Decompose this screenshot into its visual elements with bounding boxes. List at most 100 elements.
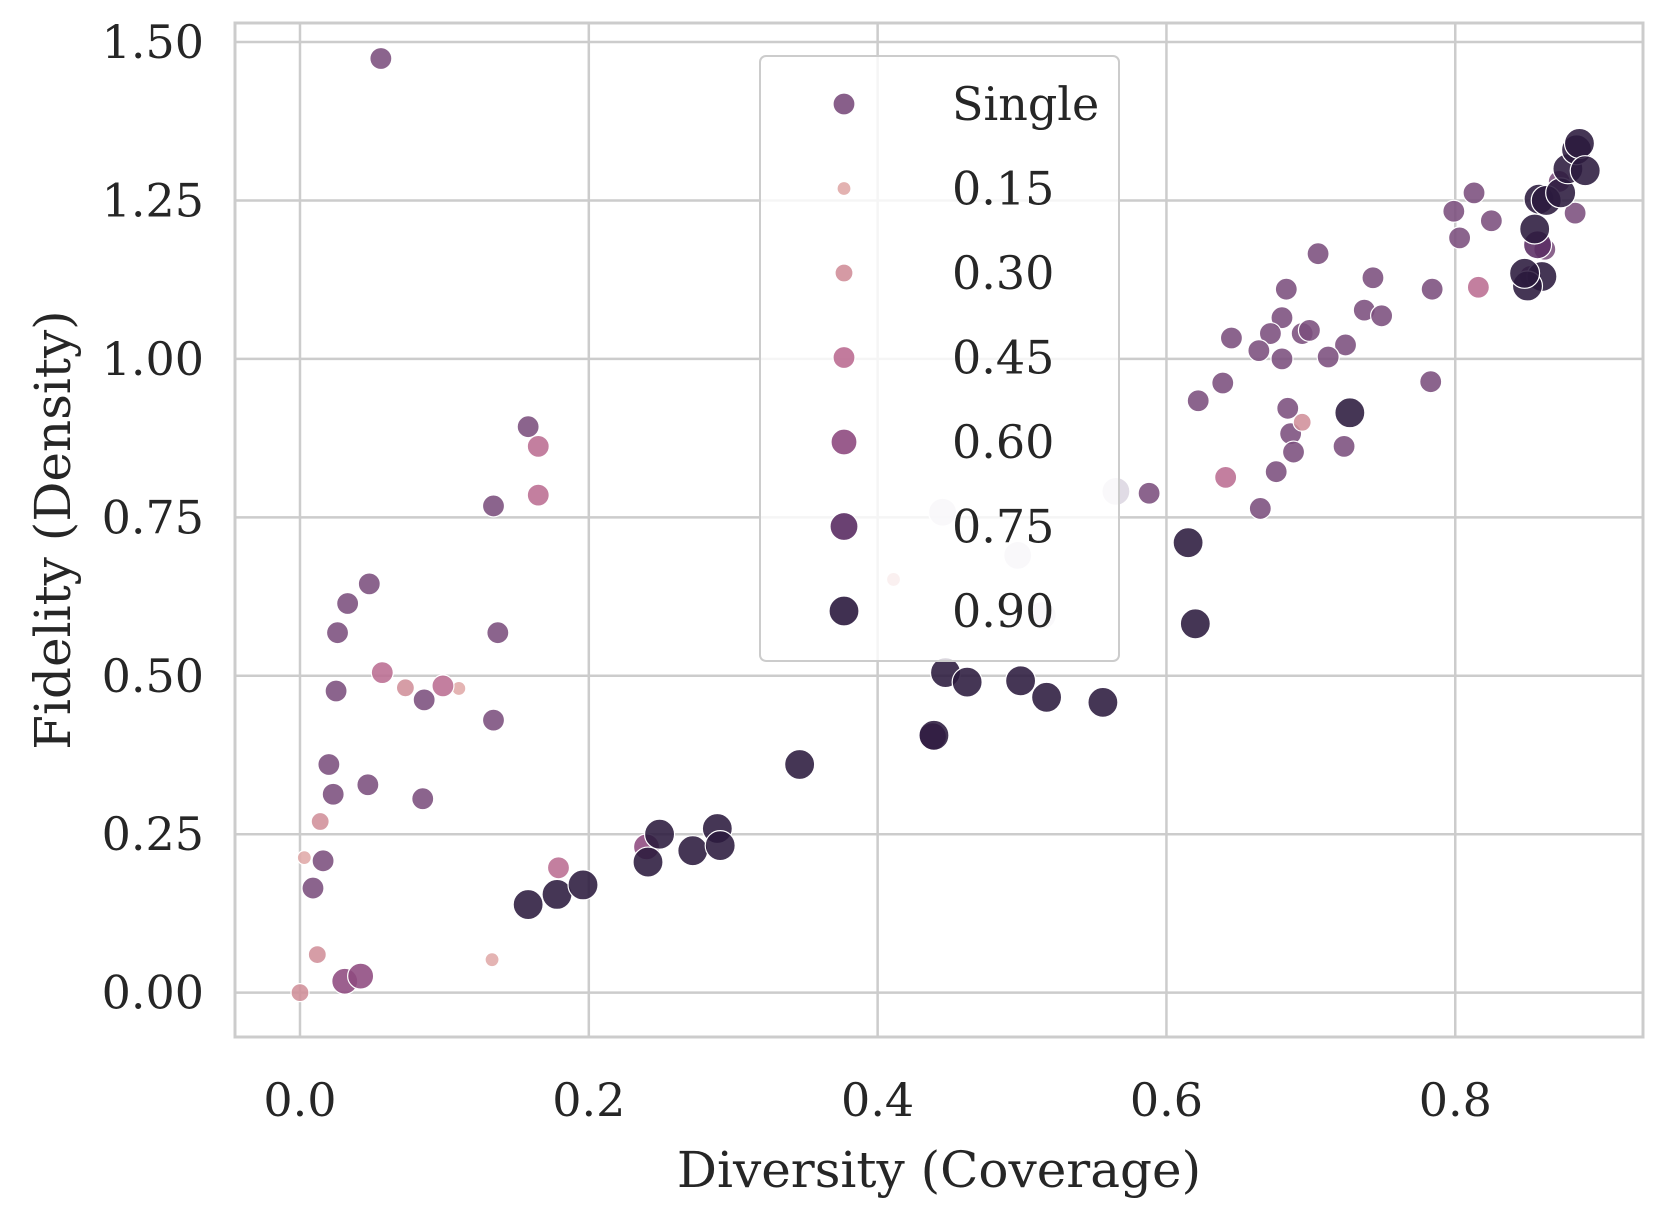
point-0-90 bbox=[567, 869, 599, 901]
y-tick-label: 0.75 bbox=[102, 490, 204, 544]
point-single bbox=[1442, 199, 1466, 223]
y-tick-label: 0.50 bbox=[102, 649, 204, 703]
y-tick-label: 1.50 bbox=[102, 15, 204, 69]
point-single bbox=[1419, 370, 1443, 394]
x-axis-label: Diversity (Coverage) bbox=[677, 1141, 1201, 1199]
point-single bbox=[356, 773, 380, 797]
legend-label: 0.30 bbox=[952, 246, 1054, 300]
point-0-90 bbox=[1172, 527, 1204, 559]
point-single bbox=[1258, 321, 1283, 346]
point-single bbox=[411, 787, 435, 811]
y-tick-label: 0.25 bbox=[102, 807, 204, 861]
legend-label: 0.15 bbox=[952, 162, 1054, 216]
legend-marker bbox=[834, 263, 854, 283]
point-single bbox=[1316, 345, 1340, 369]
point-single bbox=[1219, 326, 1244, 350]
point-single bbox=[1270, 306, 1294, 330]
point-0-45 bbox=[1214, 465, 1238, 489]
point-0-45 bbox=[431, 674, 455, 698]
point-0-60 bbox=[347, 962, 375, 990]
point-single bbox=[1370, 304, 1394, 328]
x-tick-labels: 0.0 0.2 0.4 0.6 0.8 bbox=[263, 1073, 1491, 1127]
legend-label: 0.60 bbox=[952, 415, 1054, 469]
point-single bbox=[1333, 333, 1358, 357]
point-0-45 bbox=[526, 434, 550, 458]
point-single bbox=[1420, 277, 1444, 301]
legend-label: 0.45 bbox=[952, 331, 1054, 385]
point-single bbox=[1281, 440, 1306, 464]
point-0-90 bbox=[918, 719, 950, 751]
y-tick-label: 1.25 bbox=[102, 173, 204, 227]
point-single bbox=[1270, 347, 1294, 371]
point-single bbox=[516, 415, 540, 439]
point-0-90 bbox=[677, 835, 709, 867]
point-single bbox=[481, 494, 506, 518]
point-0-30 bbox=[1292, 412, 1312, 432]
y-axis-label: Fidelity (Density) bbox=[24, 310, 82, 749]
point-0-90 bbox=[1563, 127, 1596, 160]
point-single bbox=[486, 621, 510, 645]
x-tick-label: 0.2 bbox=[552, 1073, 625, 1127]
point-single bbox=[325, 621, 350, 645]
legend-marker bbox=[829, 511, 859, 542]
legend-label: Single bbox=[952, 77, 1099, 131]
point-single bbox=[321, 782, 345, 806]
point-single bbox=[311, 849, 335, 873]
point-single bbox=[324, 679, 348, 703]
point-single bbox=[1479, 209, 1503, 233]
point-single bbox=[336, 591, 360, 616]
legend-label: 0.90 bbox=[952, 584, 1054, 638]
point-single bbox=[1563, 201, 1587, 225]
point-single bbox=[1361, 266, 1385, 290]
legend: Single 0.15 0.30 0.45 0.60 0.75 0.90 bbox=[759, 55, 1120, 662]
legend-marker bbox=[828, 595, 860, 627]
legend-marker bbox=[830, 428, 858, 456]
point-0-90 bbox=[1519, 213, 1551, 245]
point-single bbox=[1447, 226, 1472, 250]
y-tick-label: 0.00 bbox=[102, 966, 204, 1020]
point-0-90 bbox=[1508, 257, 1541, 289]
legend-label: 0.75 bbox=[952, 500, 1054, 554]
y-tick-labels: 0.00 0.25 0.50 0.75 1.00 1.25 1.50 bbox=[102, 15, 204, 1020]
point-0-90 bbox=[632, 846, 664, 878]
point-single bbox=[481, 708, 506, 732]
point-single bbox=[357, 572, 381, 596]
point-0-30 bbox=[395, 678, 416, 698]
point-single bbox=[1297, 318, 1322, 342]
point-0-90 bbox=[1334, 397, 1366, 429]
point-single bbox=[1264, 460, 1288, 484]
legend-marker bbox=[832, 345, 856, 370]
point-0-30 bbox=[290, 983, 310, 1003]
point-0-45 bbox=[546, 856, 571, 880]
plot-frame bbox=[233, 21, 1645, 1039]
point-0-30 bbox=[310, 811, 330, 832]
x-tick-label: 0.0 bbox=[263, 1073, 336, 1127]
legend-box bbox=[759, 55, 1120, 662]
data-points bbox=[290, 46, 1601, 1003]
x-tick-label: 0.8 bbox=[1419, 1073, 1492, 1127]
point-0-90 bbox=[951, 666, 983, 698]
legend-marker bbox=[832, 92, 856, 116]
point-0-15 bbox=[296, 850, 312, 866]
point-single bbox=[1137, 481, 1161, 505]
point-single bbox=[317, 752, 341, 777]
point-0-45 bbox=[1466, 275, 1490, 299]
point-0-90 bbox=[1004, 665, 1037, 697]
point-single bbox=[1276, 396, 1300, 420]
point-single bbox=[301, 876, 325, 900]
x-tick-label: 0.6 bbox=[1130, 1073, 1203, 1127]
point-0-90 bbox=[1179, 608, 1211, 640]
point-0-90 bbox=[1569, 155, 1601, 187]
point-0-45 bbox=[370, 660, 394, 685]
point-0-90 bbox=[704, 830, 736, 862]
point-single bbox=[1211, 371, 1235, 395]
y-tick-label: 1.00 bbox=[102, 332, 204, 386]
point-single bbox=[1274, 277, 1298, 301]
point-single bbox=[369, 46, 393, 71]
point-single bbox=[1248, 496, 1272, 521]
point-single bbox=[1332, 434, 1356, 458]
point-0-30 bbox=[307, 945, 327, 965]
point-0-90 bbox=[643, 818, 676, 850]
point-0-90 bbox=[784, 748, 816, 781]
